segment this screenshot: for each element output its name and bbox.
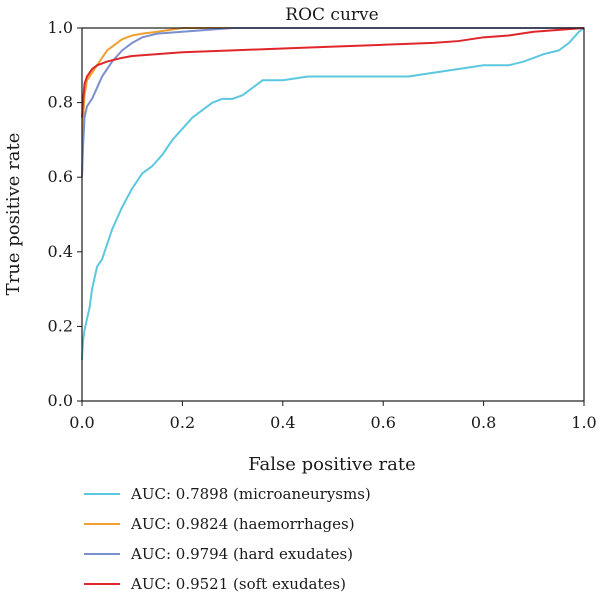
legend: AUC: 0.7898 (microaneurysms) AUC: 0.9824 … xyxy=(84,485,371,593)
x-tick-label: 1.0 xyxy=(571,413,596,432)
x-tick-label: 0.2 xyxy=(170,413,195,432)
legend-label-4: AUC: 0.9521 (soft exudates) xyxy=(130,575,346,593)
y-tick-label: 1.0 xyxy=(48,18,73,37)
series-line-3 xyxy=(81,27,584,178)
x-tick-label: 0.6 xyxy=(370,413,395,432)
legend-label-2: AUC: 0.9824 (haemorrhages) xyxy=(130,515,355,533)
x-tick-label: 0.8 xyxy=(471,413,496,432)
x-tick-label: 0.0 xyxy=(69,413,94,432)
y-tick-label: 0.8 xyxy=(48,93,73,112)
y-tick-label: 0.2 xyxy=(48,316,73,335)
y-tick-label: 0.6 xyxy=(48,167,73,186)
series-line-4 xyxy=(81,27,585,118)
legend-label-3: AUC: 0.9794 (hard exudates) xyxy=(130,545,353,563)
chart-title: ROC curve xyxy=(285,5,378,25)
y-tick-label: 0.4 xyxy=(48,242,73,261)
legend-label-1: AUC: 0.7898 (microaneurysms) xyxy=(130,485,371,503)
plot-frame xyxy=(81,27,585,402)
series-layer xyxy=(81,27,585,361)
ticks-layer: 0.0 0.2 0.4 0.6 0.8 1.0 0.0 0.2 0.4 0.6 0.8 1.0 xyxy=(48,18,597,432)
y-axis-label: True positive rate xyxy=(3,133,24,296)
x-tick-label: 0.4 xyxy=(270,413,295,432)
y-tick-label: 0.0 xyxy=(48,391,73,410)
series-line-2 xyxy=(81,27,584,178)
x-axis-label: False positive rate xyxy=(248,454,415,475)
series-line-1 xyxy=(81,27,585,361)
